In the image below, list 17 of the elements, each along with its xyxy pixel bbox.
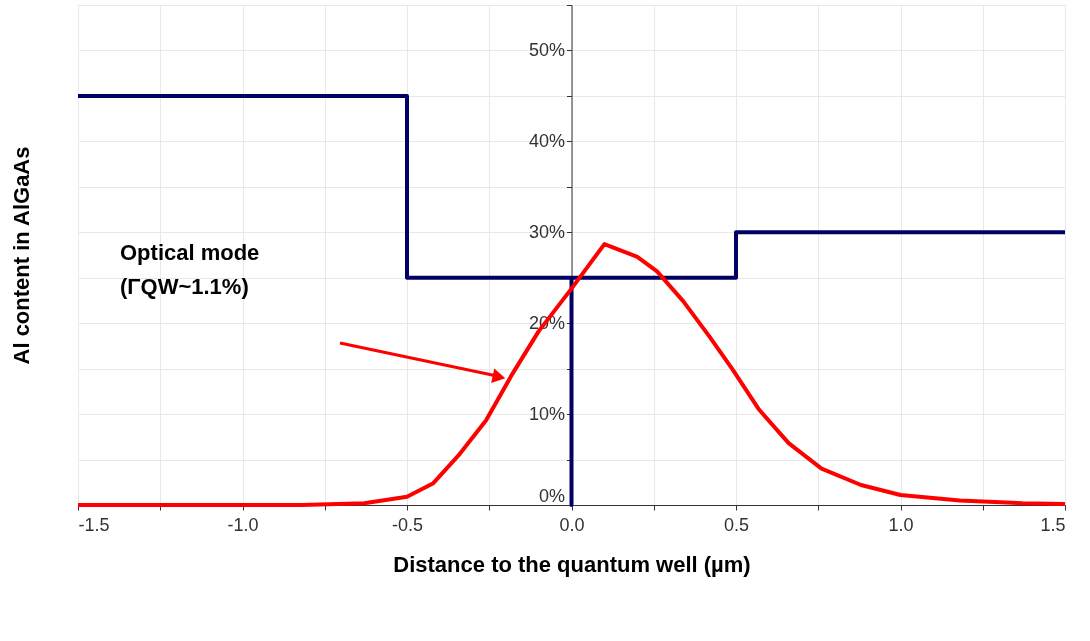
annotation: Optical mode (ΓQW~1.1%) [120, 240, 260, 299]
y-tick-label: 50% [528, 39, 565, 60]
text: 1.0 [888, 514, 914, 535]
y-tick-label: 0% [538, 485, 565, 506]
y-axis-title: Al content in AlGaAs [8, 146, 34, 365]
x-axis-title: Distance to the quantum well (µm) [393, 551, 751, 577]
text: 0.0 [559, 514, 585, 535]
x-tick-label: 0.5 [723, 514, 750, 535]
y-tick-label: 10% [528, 403, 565, 424]
line-series [76, 242, 1067, 507]
line-series [76, 93, 1067, 507]
x-tick-label: -1.5 [78, 514, 110, 535]
y-tick-label: 40% [528, 130, 565, 151]
text: -1.0 [227, 514, 259, 535]
y-tick-label: 30% [528, 221, 565, 242]
x-tick-label: -0.5 [391, 514, 424, 535]
x-tick-label: 1.5 [1040, 514, 1066, 535]
